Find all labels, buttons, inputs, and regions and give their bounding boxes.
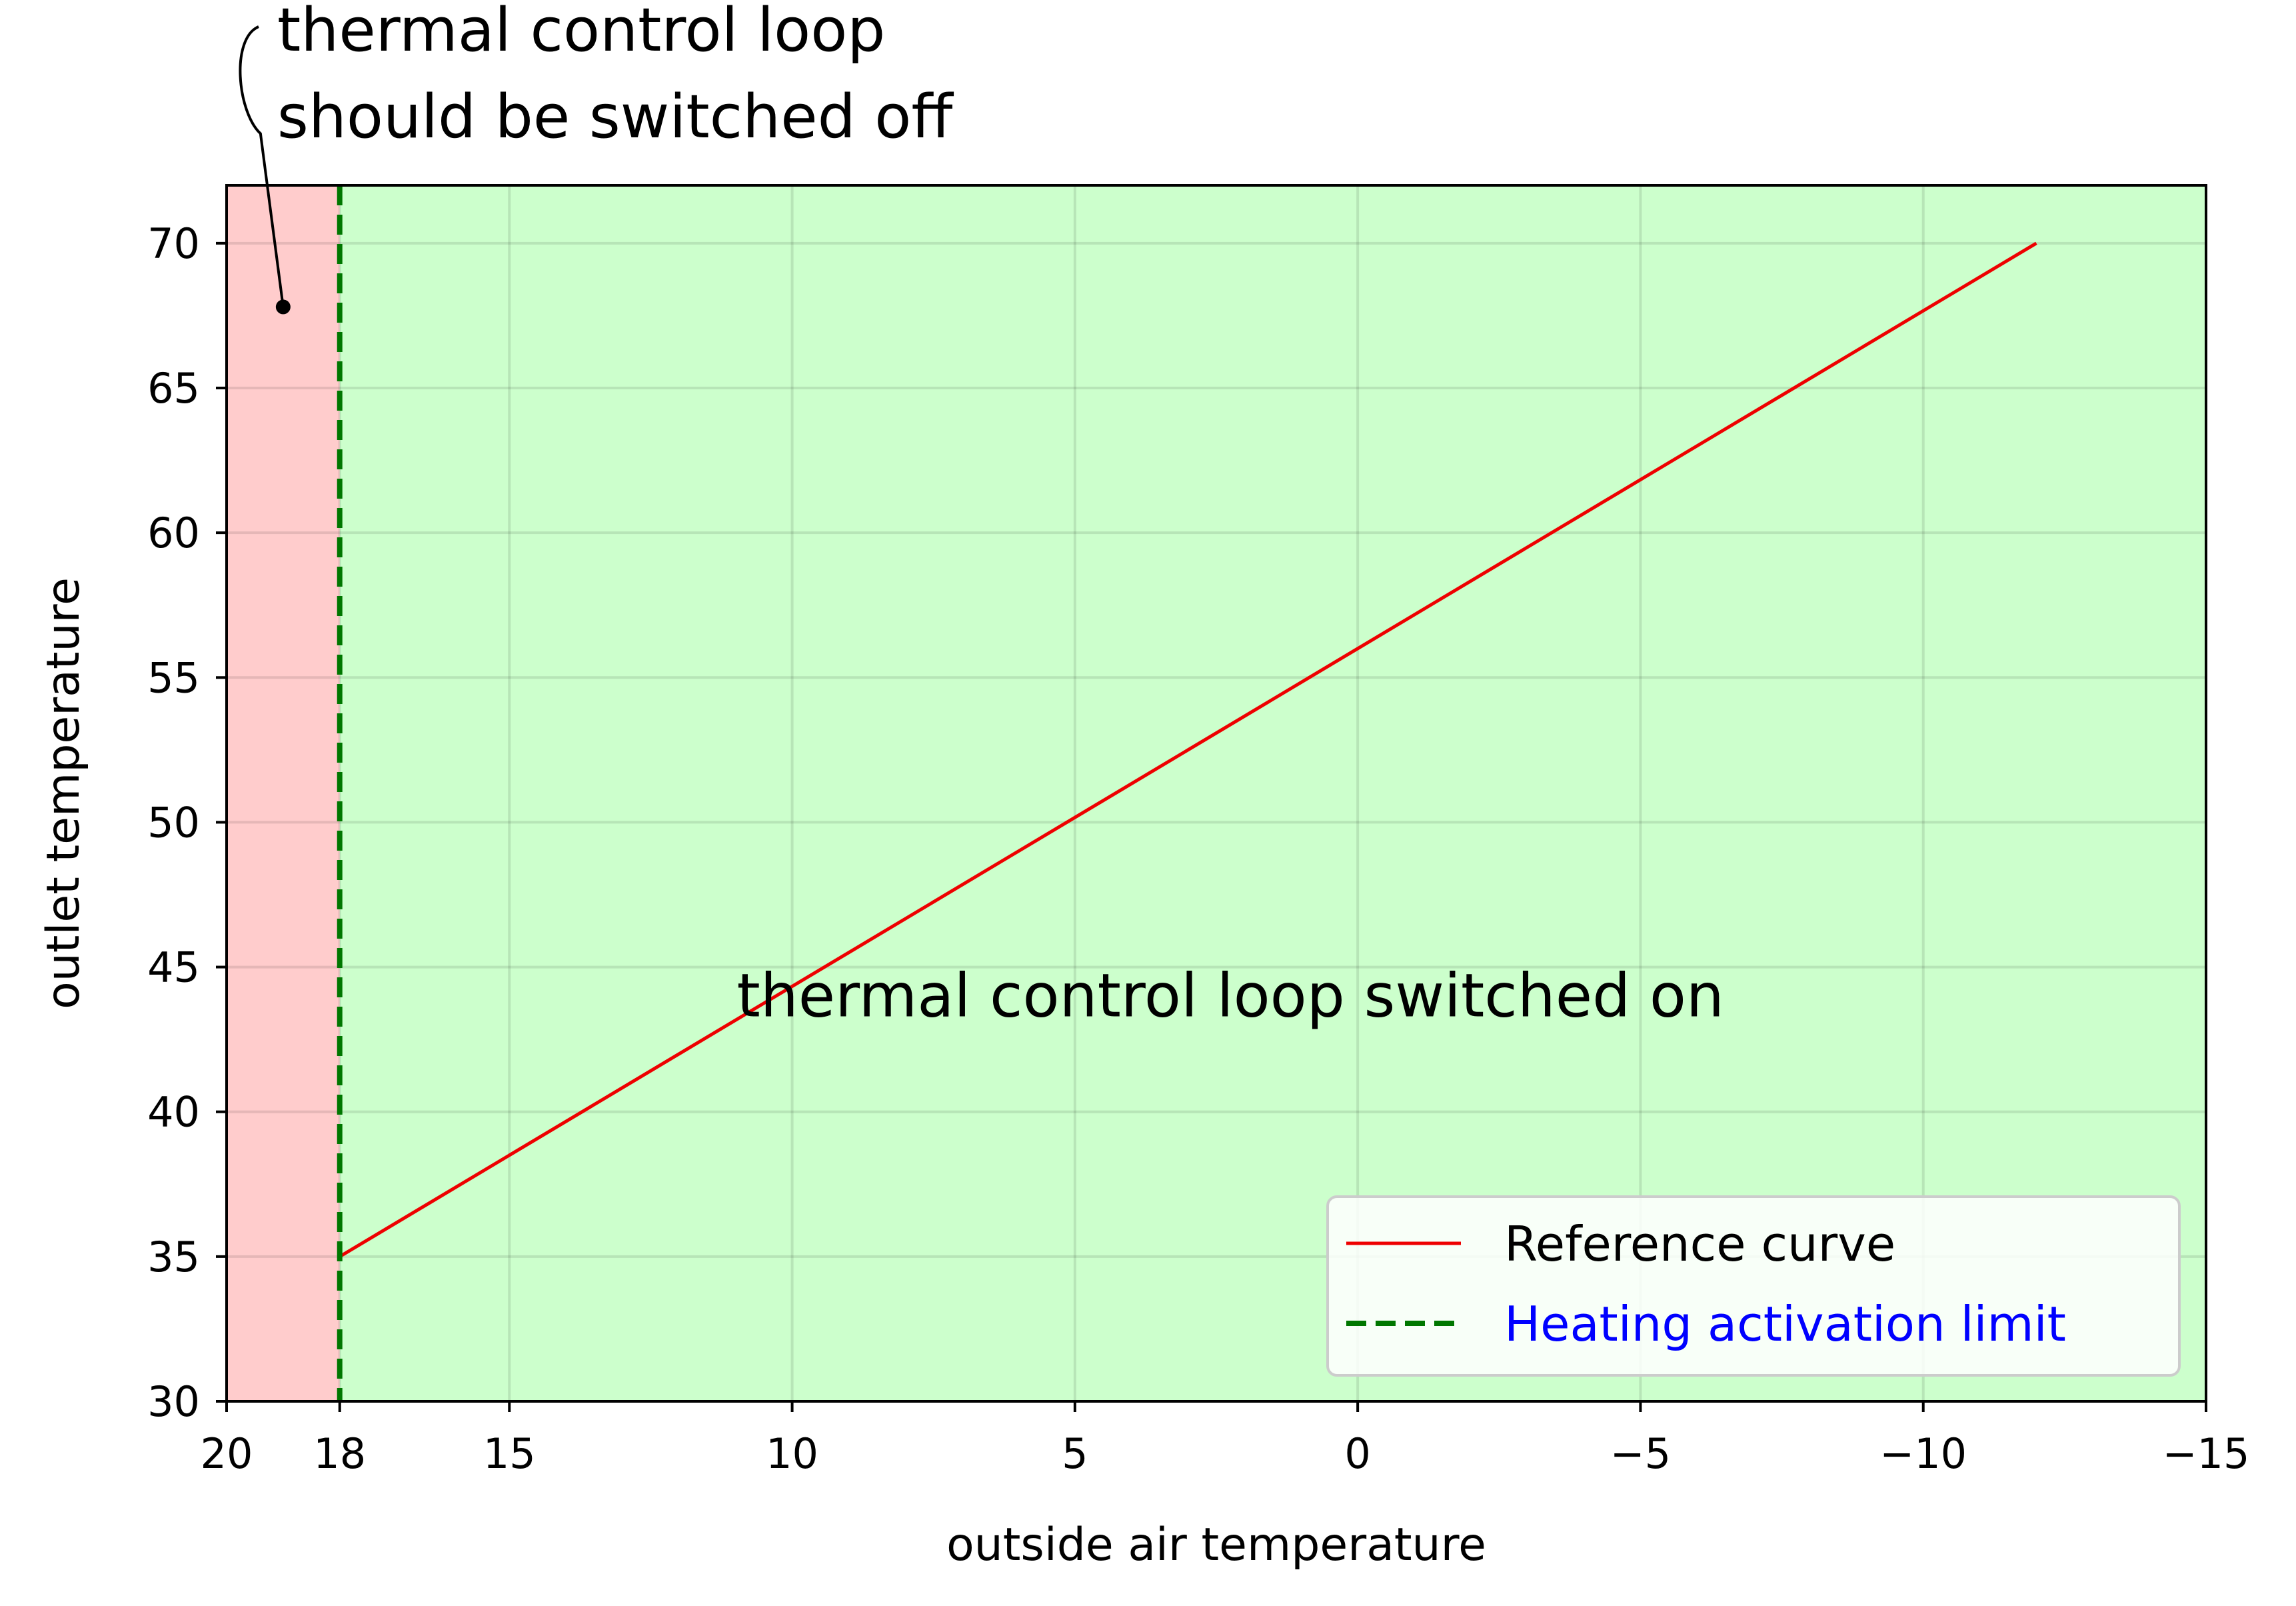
legend-label-heating-activation-limit: Heating activation limit [1504,1296,2066,1352]
annotation-switched-on: thermal control loop switched on [736,961,1724,1031]
y-tick-label-60: 60 [147,509,200,557]
y-axis-label: outlet temperature [37,577,90,1009]
annotation-point [275,299,291,315]
x-axis-label: outside air temperature [946,1519,1486,1571]
y-tick-label-55: 55 [147,653,200,702]
y-tick-label-65: 65 [147,364,200,413]
region-0 [227,185,340,1401]
x-axis-ticks: 20 18 15 10 5 0 −5 −10 −15 [201,1401,2250,1478]
y-tick-label-40: 40 [147,1088,200,1137]
annotation-arrow [239,25,285,307]
y-tick-label-70: 70 [147,219,200,268]
x-tick-label-10: 10 [766,1429,818,1478]
y-tick-label-45: 45 [147,943,200,992]
x-tick-label-5: 5 [1062,1429,1088,1478]
x-tick-label-−5: −5 [1610,1429,1671,1478]
annotation-switched-off-line-2: should be switched off [277,82,954,152]
annotation-switched-off-line-1: thermal control loop [277,0,885,65]
y-tick-label-35: 35 [147,1233,200,1281]
x-tick-label-0: 0 [1344,1429,1370,1478]
annotations: thermal control loop should be switched o… [239,0,1724,1031]
x-tick-label-−10: −10 [1879,1429,1967,1478]
x-tick-label-18: 18 [313,1429,366,1478]
plot-frame [225,184,2207,1403]
series-line-reference-curve [339,241,2037,1259]
y-tick-label-50: 50 [147,798,200,847]
legend-label-reference-curve: Reference curve [1504,1216,1895,1272]
x-tick-label-−15: −15 [2163,1429,2250,1478]
x-tick-label-15: 15 [483,1429,536,1478]
y-axis-ticks: 30 35 40 45 50 55 60 65 70 [147,219,227,1426]
series-layer [337,185,2037,1401]
legend: Reference curve Heating activation limit [1326,1195,2181,1377]
y-tick-label-30: 30 [147,1377,200,1426]
x-tick-label-20: 20 [201,1429,253,1478]
legend-box [1326,1195,2181,1377]
